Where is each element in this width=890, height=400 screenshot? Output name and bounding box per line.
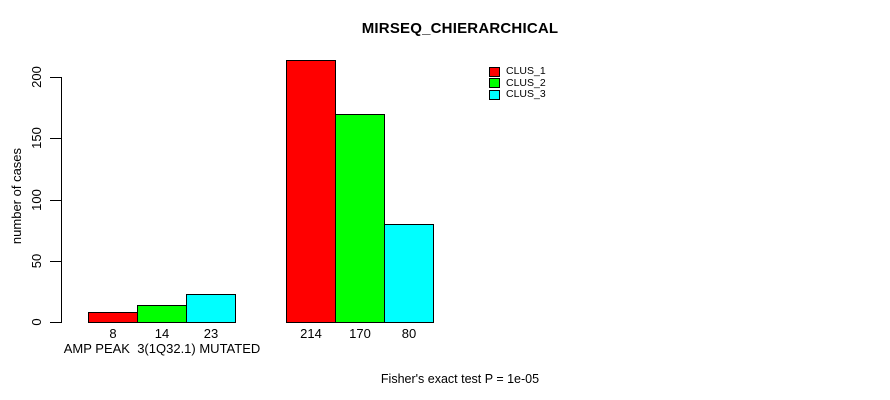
y-tick-label: 50 bbox=[29, 253, 44, 269]
legend-item: CLUS_3 bbox=[489, 89, 546, 101]
legend: CLUS_1 CLUS_2 CLUS_3 bbox=[489, 66, 546, 101]
chart-title: MIRSEQ_CHIERARCHICAL bbox=[361, 20, 559, 37]
y-tick-label: 0 bbox=[29, 318, 44, 326]
y-tick-label: 100 bbox=[29, 189, 44, 211]
x-group-label: AMP PEAK 3(1Q32.1) MUTATED bbox=[63, 341, 261, 356]
y-tick bbox=[50, 322, 61, 323]
bar-value-label: 80 bbox=[401, 326, 417, 341]
bar bbox=[286, 60, 336, 323]
legend-label: CLUS_3 bbox=[506, 88, 546, 101]
y-tick bbox=[50, 77, 61, 78]
bar-value-label: 8 bbox=[109, 326, 117, 341]
y-axis-label: number of cases bbox=[9, 147, 24, 245]
legend-item: CLUS_1 bbox=[489, 66, 546, 78]
bar-value-label: 14 bbox=[154, 326, 170, 341]
bar bbox=[88, 312, 138, 323]
y-tick-label: 200 bbox=[29, 66, 44, 88]
bar-value-label: 170 bbox=[349, 326, 371, 341]
y-tick bbox=[50, 200, 61, 201]
y-tick bbox=[50, 261, 61, 262]
bar bbox=[335, 114, 385, 323]
y-axis-line bbox=[61, 77, 62, 323]
bar bbox=[137, 305, 187, 323]
bar bbox=[186, 294, 236, 323]
legend-swatch-icon bbox=[489, 89, 500, 100]
y-tick bbox=[50, 138, 61, 139]
bar-value-label: 214 bbox=[300, 326, 322, 341]
bar-value-label: 23 bbox=[203, 326, 219, 341]
legend-swatch-icon bbox=[489, 78, 500, 89]
legend-swatch-icon bbox=[489, 66, 500, 77]
y-tick-label: 150 bbox=[29, 127, 44, 149]
annotation-text: Fisher's exact test P = 1e-05 bbox=[380, 372, 540, 386]
legend-label: CLUS_1 bbox=[506, 65, 546, 78]
legend-label: CLUS_2 bbox=[506, 76, 546, 89]
legend-item: CLUS_2 bbox=[489, 76, 546, 90]
bar bbox=[384, 224, 434, 323]
